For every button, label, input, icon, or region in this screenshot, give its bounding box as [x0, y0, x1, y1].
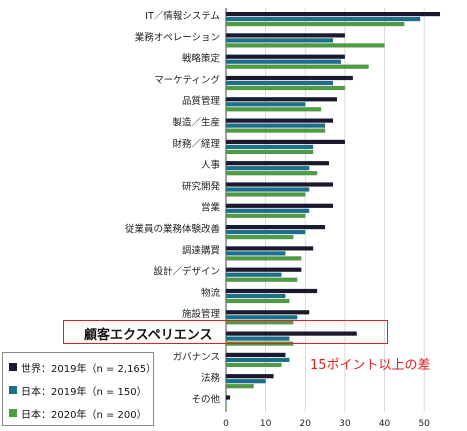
- category-label: 調達購買: [182, 244, 221, 256]
- bar: [226, 379, 266, 384]
- legend-item-japan-2019: 日本：2019年（n = 150）: [9, 382, 147, 398]
- bar: [226, 362, 282, 367]
- bar: [226, 256, 302, 261]
- category-label: 戦略策定: [182, 53, 221, 65]
- bar: [226, 352, 286, 357]
- legend-item-japan-2020: 日本：2020年（n = 200）: [9, 405, 147, 421]
- bar: [226, 225, 326, 230]
- category-label: 品質管理: [182, 95, 221, 107]
- bar: [226, 208, 310, 213]
- bar: [226, 315, 298, 320]
- highlight-category-label: 顧客エクスペリエンス: [84, 328, 213, 343]
- bar: [226, 149, 314, 154]
- x-tick-label: 20: [300, 419, 312, 429]
- legend-swatch-japan-2019: [9, 386, 17, 394]
- x-tick-label: 50: [418, 419, 430, 429]
- legend-label-japan-2020: 日本：2020年（n = 200）: [21, 409, 147, 421]
- bar: [226, 213, 306, 218]
- bar: [226, 331, 357, 336]
- bar: [226, 12, 441, 17]
- bar: [226, 59, 341, 64]
- legend-swatch-world-2019: [9, 363, 17, 371]
- bar: [226, 128, 326, 133]
- bar: [226, 144, 314, 149]
- legend-label-japan-2019: 日本：2019年（n = 150）: [21, 386, 147, 398]
- category-label: ガバナンス: [173, 352, 220, 363]
- legend-item-world-2019: 世界：2019年（n = 2,165）: [9, 359, 156, 375]
- bar: [226, 161, 330, 166]
- bar: [226, 54, 345, 59]
- bar: [226, 17, 421, 22]
- bar: [226, 405, 227, 410]
- bar: [226, 80, 334, 86]
- bar: [226, 166, 310, 171]
- bar: [226, 384, 254, 389]
- category-label: マーケティング: [154, 74, 220, 86]
- bar: [226, 251, 286, 256]
- bar: [226, 310, 310, 315]
- highlight-box: [63, 320, 388, 344]
- bar: [226, 320, 294, 325]
- bar: [226, 171, 318, 176]
- bar: [226, 272, 282, 277]
- legend: 世界：2019年（n = 2,165） 日本：2019年（n = 150） 日本…: [2, 352, 156, 426]
- bar: [226, 118, 334, 123]
- x-tick-label: 10: [260, 419, 272, 429]
- category-label: 従業員の業務体験改善: [125, 223, 221, 235]
- legend-label-world-2019: 世界：2019年（n = 2,165）: [21, 363, 157, 375]
- category-label: 業務オペレーション: [135, 31, 220, 43]
- bar: [226, 192, 306, 197]
- bar: [226, 187, 310, 192]
- bar: [226, 298, 290, 304]
- legend-swatch-japan-2020: [9, 409, 17, 417]
- bar: [226, 102, 306, 107]
- bar: [226, 43, 385, 48]
- bar: [226, 85, 345, 91]
- bar: [226, 38, 334, 43]
- bar: [226, 336, 290, 341]
- bar: [226, 22, 405, 27]
- x-tick-label: 30: [339, 419, 351, 429]
- bar: [226, 75, 353, 81]
- bar: [226, 230, 306, 235]
- bar: [226, 288, 318, 294]
- bar: [226, 97, 337, 102]
- category-label: 設計／デザイン: [153, 266, 220, 278]
- category-label: 製造／生産: [172, 117, 220, 129]
- category-label: その他: [191, 393, 220, 405]
- category-label: 施設管理: [182, 308, 221, 320]
- category-label: 法務: [201, 372, 221, 384]
- bar: [226, 267, 302, 272]
- category-label: IT／情報システム: [145, 10, 220, 22]
- x-tick-label: 40: [379, 419, 391, 429]
- bar: [226, 400, 227, 405]
- annotation-text: 15ポイント以上の差: [310, 358, 431, 373]
- x-tick-label: 0: [223, 419, 229, 429]
- bar: [226, 235, 294, 240]
- bar: [226, 277, 298, 282]
- bar: [226, 107, 322, 112]
- bar: [226, 293, 286, 299]
- category-label: 研究開発: [182, 180, 221, 192]
- bar: [226, 123, 326, 128]
- category-label: 物流: [201, 287, 221, 299]
- bar: [226, 357, 290, 362]
- bar: [226, 182, 334, 187]
- bar: [226, 374, 274, 379]
- category-label: 人事: [201, 159, 221, 171]
- bar: [226, 139, 345, 144]
- bar: [226, 33, 345, 38]
- category-label: 営業: [201, 202, 221, 214]
- category-label: 財務／経理: [172, 138, 220, 150]
- bar: [226, 395, 230, 400]
- bar: [226, 203, 334, 208]
- bar: [226, 246, 314, 251]
- bar: [226, 64, 369, 69]
